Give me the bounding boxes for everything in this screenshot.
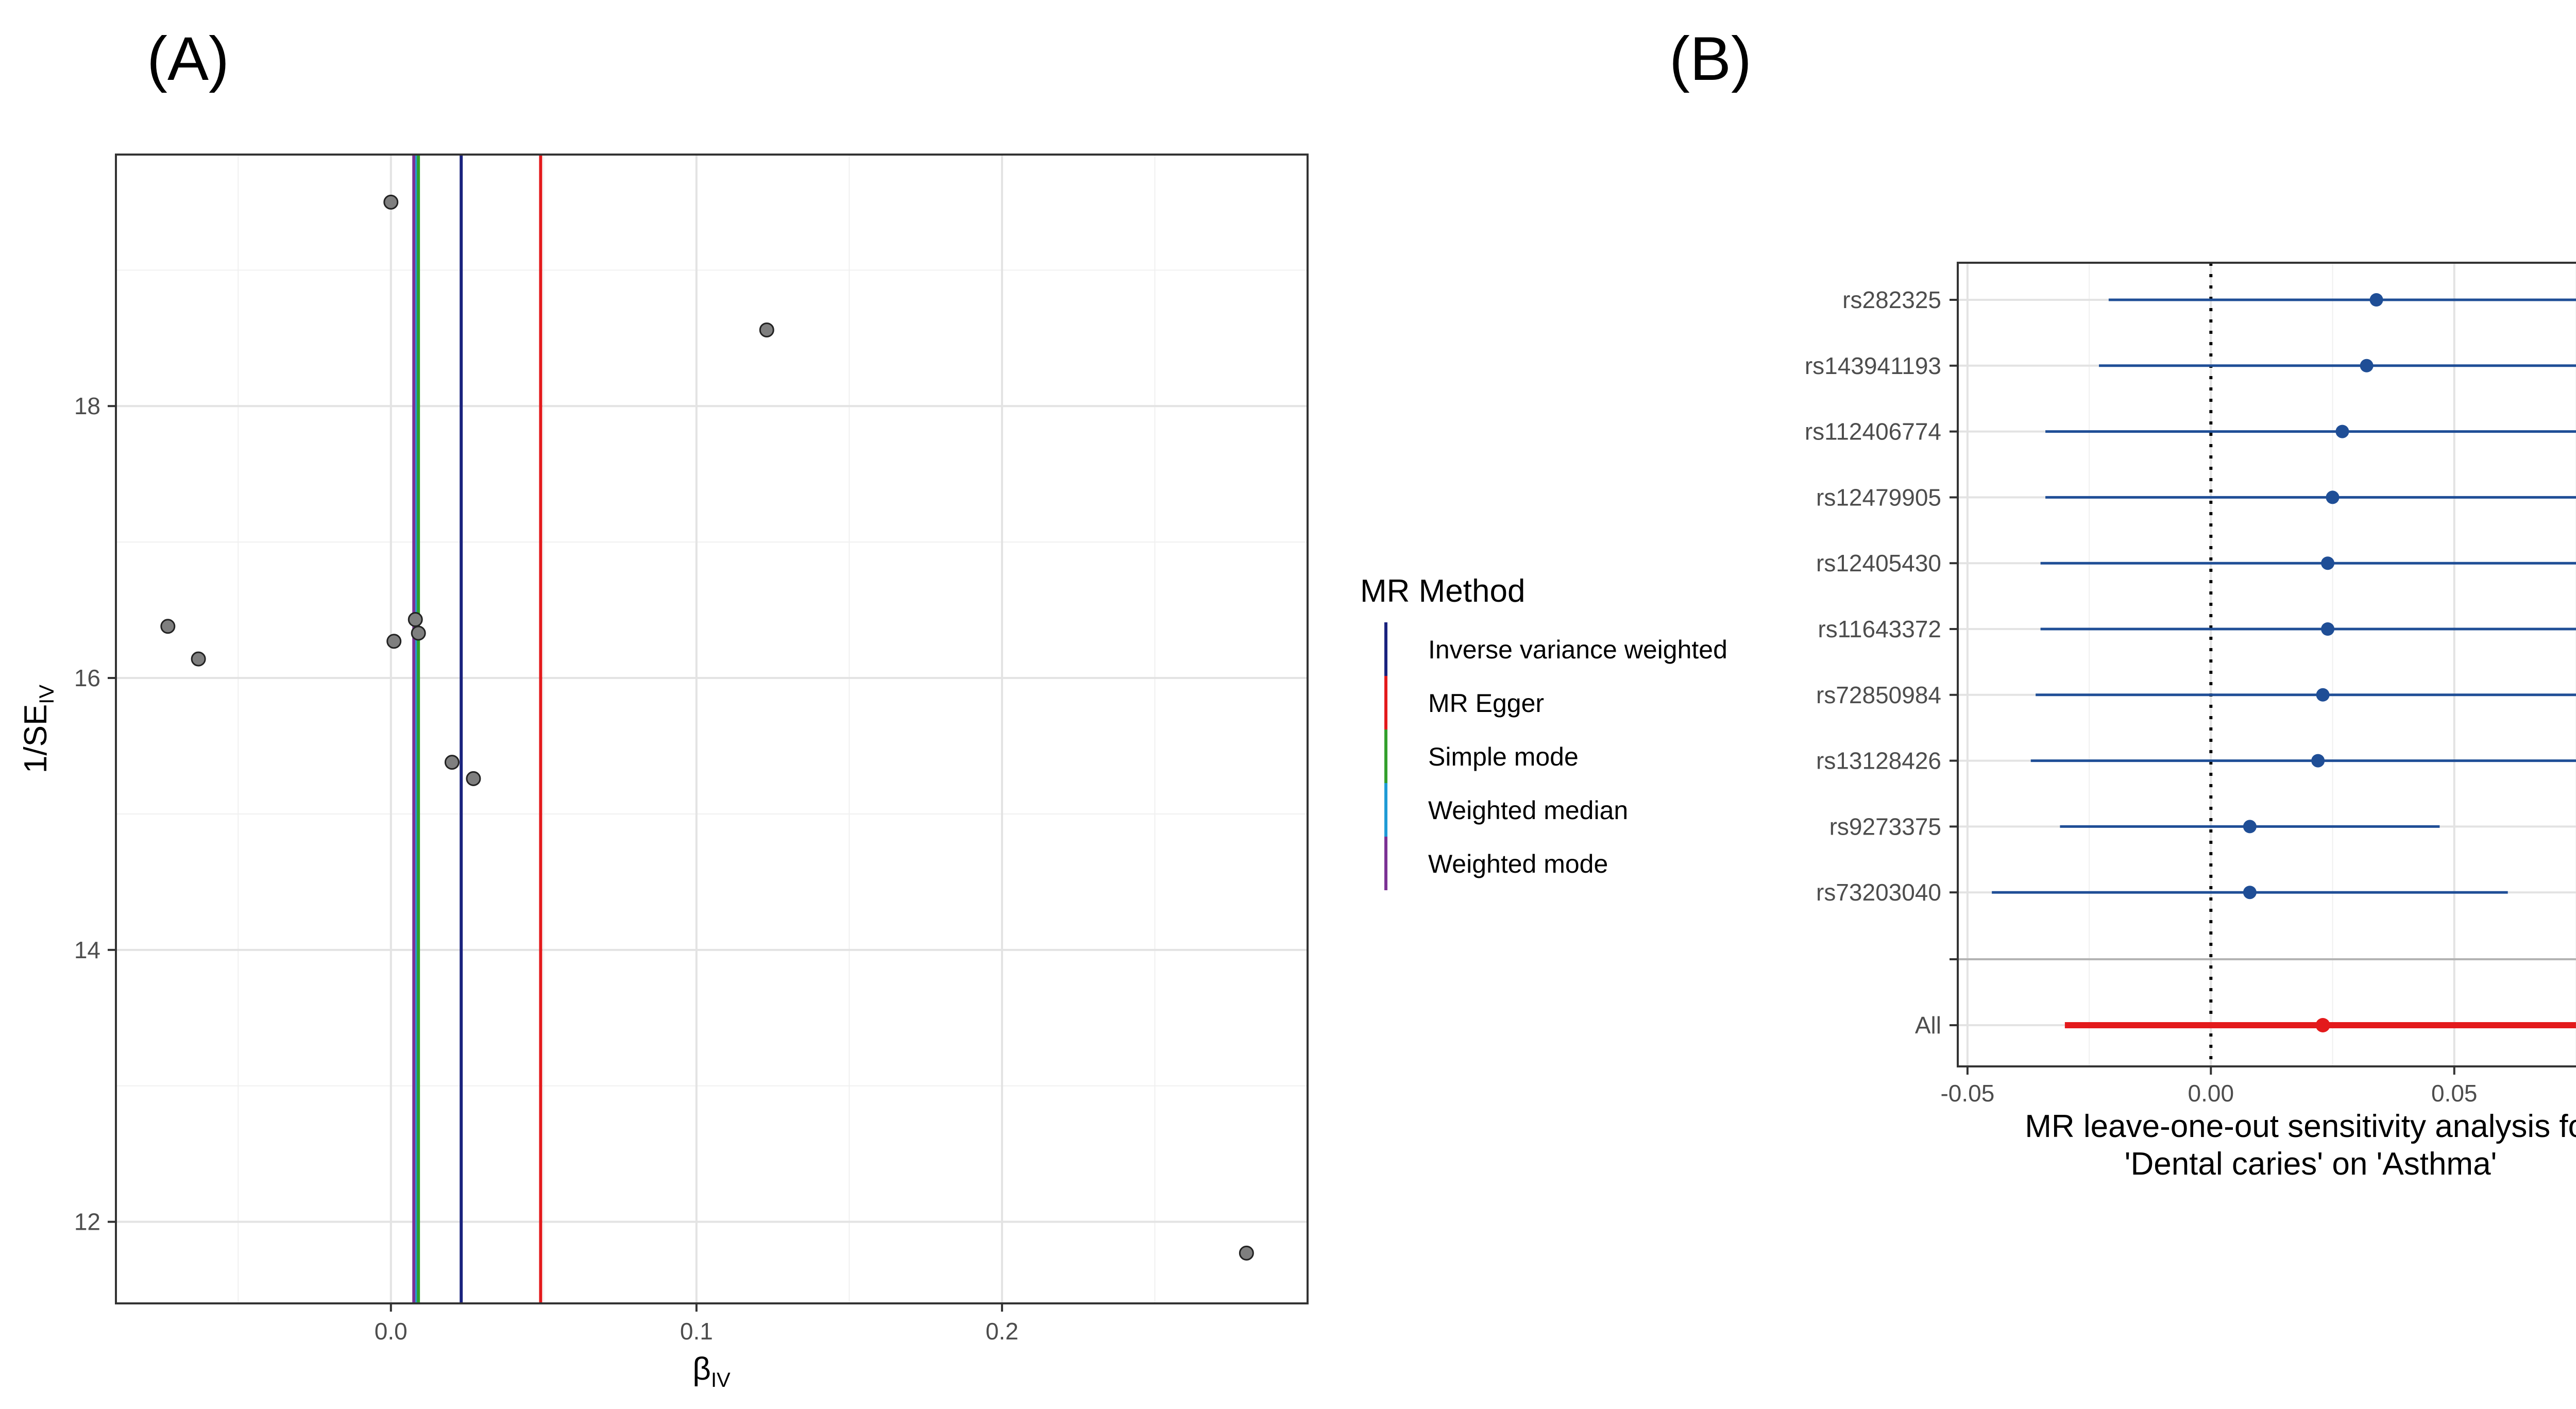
panel-b-grid <box>1958 263 2576 1066</box>
snp-estimate <box>2321 556 2335 570</box>
legend-title: MR Method <box>1360 573 1525 609</box>
panel-a-y-axis-title-main: 1/SE <box>18 704 54 773</box>
panel-a-y-axis-title: 1/SEIV <box>18 685 58 774</box>
data-point <box>444 755 460 770</box>
data-point <box>386 634 402 649</box>
snp-estimate <box>2369 293 2383 307</box>
y-tick-label: 14 <box>74 937 100 963</box>
snp-estimate <box>2335 425 2349 438</box>
data-point <box>1239 1245 1254 1261</box>
summary-estimate <box>2315 1018 2330 1032</box>
snp-label: rs11643372 <box>1818 616 1941 642</box>
x-tick-label: 0.05 <box>2431 1080 2478 1107</box>
panel-b-label: (B) <box>1669 24 1752 93</box>
data-point <box>383 194 399 210</box>
data-point <box>191 651 206 667</box>
summary-label: All <box>1915 1012 1941 1039</box>
y-tick-label: 12 <box>74 1209 100 1235</box>
x-tick-label: 0.1 <box>680 1318 713 1345</box>
data-point <box>759 322 774 337</box>
snp-label: rs12479905 <box>1816 484 1941 511</box>
panel-a-points <box>160 194 1254 1261</box>
panel-a-y-ticks: 12 14 16 18 <box>74 393 116 1235</box>
snp-label: rs72850984 <box>1816 682 1941 708</box>
data-point <box>408 612 423 627</box>
panel-a-vlines <box>412 155 543 1303</box>
x-tick-label: 0.00 <box>2188 1080 2234 1107</box>
panel-a-x-ticks: 0.0 0.1 0.2 <box>375 1303 1019 1345</box>
snp-estimate <box>2321 622 2335 636</box>
data-point <box>160 619 176 634</box>
panel-b-x-axis-title-line1: MR leave-one-out sensitivity analysis fo… <box>2025 1109 2576 1144</box>
panel-b-plot-border <box>1957 262 2576 1067</box>
panel-b-x-ticks: -0.05 0.00 0.05 <box>1940 1066 2477 1107</box>
snp-estimate <box>2316 688 2330 702</box>
legend-items: Inverse variance weighted MR Egger Simple … <box>1384 622 1727 890</box>
snp-estimate <box>2243 886 2257 899</box>
legend-label: Simple mode <box>1428 742 1579 771</box>
panel-b-y-labels: rs282325 rs143941193 rs112406774 rs12479905… <box>1805 286 1958 1039</box>
legend-label: Weighted mode <box>1428 850 1608 878</box>
panel-a-x-axis-title-sub: IV <box>711 1369 731 1391</box>
legend-label: Weighted median <box>1428 796 1628 825</box>
legend: MR Method Inverse variance weighted MR Eg… <box>1360 573 1727 890</box>
snp-label: rs73203040 <box>1816 879 1941 906</box>
y-tick-label: 16 <box>74 665 100 691</box>
legend-label: MR Egger <box>1428 689 1544 718</box>
snp-label: rs282325 <box>1842 286 1941 313</box>
snp-estimate <box>2326 490 2340 504</box>
panel-b-x-axis-title-line2: 'Dental caries' on 'Asthma' <box>2125 1146 2497 1182</box>
snp-estimate <box>2360 359 2374 372</box>
snp-label: rs9273375 <box>1829 813 1941 840</box>
panel-a-y-axis-title-sub: IV <box>36 685 58 704</box>
snp-label: rs12405430 <box>1816 550 1941 576</box>
snp-label: rs112406774 <box>1805 418 1941 445</box>
panel-a-plot-border <box>115 154 1309 1304</box>
x-tick-label: -0.05 <box>1940 1080 1994 1107</box>
x-tick-label: 0.2 <box>986 1318 1019 1345</box>
legend-label: Inverse variance weighted <box>1428 635 1727 664</box>
data-point <box>466 771 481 786</box>
panel-a-x-axis-title: βIV <box>692 1351 731 1391</box>
snp-label: rs143941193 <box>1805 352 1941 379</box>
panel-b-intervals <box>1992 293 2576 1032</box>
panel-a-grid <box>116 155 1308 1303</box>
panel-b: (B) rs282325 rs143941193 rs112406774 rs1247… <box>1669 24 2576 1182</box>
panel-a-label: (A) <box>147 24 229 93</box>
data-point <box>411 625 426 641</box>
snp-estimate <box>2311 754 2325 768</box>
y-tick-label: 18 <box>74 393 100 419</box>
panel-a-x-axis-title-main: β <box>692 1351 711 1387</box>
snp-estimate <box>2243 820 2257 834</box>
x-tick-label: 0.0 <box>375 1318 408 1345</box>
snp-label: rs13128426 <box>1816 748 1941 774</box>
